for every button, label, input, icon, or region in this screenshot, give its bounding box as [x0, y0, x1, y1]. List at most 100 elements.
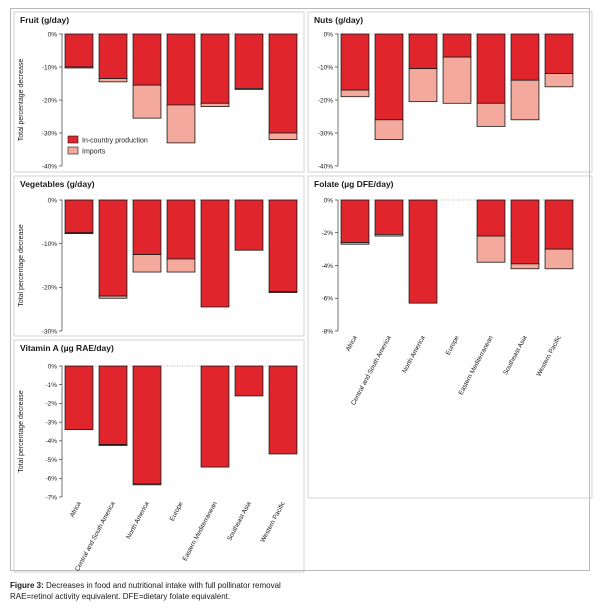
bar-in-country — [408, 199, 438, 304]
y-tick-label: -1% — [45, 382, 57, 389]
x-category-label: North America — [125, 500, 151, 540]
bar-in-country — [340, 33, 370, 91]
y-tick-label: 0% — [48, 363, 58, 370]
x-category-label: Europe — [445, 334, 461, 356]
x-category-label: Eastern Mediterranean — [458, 334, 495, 396]
bar-in-country — [64, 33, 94, 68]
bar-in-country — [340, 199, 370, 243]
y-tick-label: 0% — [324, 197, 334, 204]
bar-imports — [476, 102, 506, 127]
panel-title: Vitamin A (µg RAE/day) — [20, 343, 114, 353]
bar-in-country — [268, 33, 298, 134]
bar-in-country — [544, 199, 574, 250]
y-tick-label: -10% — [318, 64, 333, 71]
bar-imports — [64, 232, 94, 235]
bar-in-country — [98, 199, 128, 297]
bar-imports — [510, 79, 540, 121]
bar-imports — [234, 88, 264, 90]
bar-imports — [64, 66, 94, 69]
panel-border — [13, 339, 305, 573]
figure-caption: Figure 3: Decreases in food and nutritio… — [10, 580, 590, 602]
bar-imports — [340, 242, 370, 245]
bar-in-country — [374, 33, 404, 121]
bar-in-country — [544, 33, 574, 74]
y-tick-label: -30% — [42, 328, 57, 335]
y-tick-label: 0% — [48, 197, 58, 204]
chart-figure: Fruit (g/day) 0% -10% -20% -30% -40% Total per… — [13, 11, 593, 573]
x-category-label: Southeast Asia — [502, 334, 529, 376]
bar-in-country — [200, 199, 230, 308]
bar-imports — [98, 444, 128, 446]
panel-border — [13, 11, 305, 173]
bar-imports — [268, 291, 298, 293]
y-axis-label: Total percentage decrease — [18, 59, 25, 142]
bar-imports — [408, 68, 438, 103]
bar-in-country — [200, 365, 230, 468]
y-tick-label: -20% — [42, 285, 57, 292]
bar-imports — [476, 235, 506, 263]
x-category-label: Western Pacific — [259, 500, 287, 544]
bar-imports — [442, 56, 472, 104]
panel-title: Vegetables (g/day) — [20, 179, 95, 189]
bar-imports — [132, 254, 162, 273]
y-axis-label: Total percentage decrease — [18, 224, 25, 307]
y-tick-label: -5% — [45, 457, 57, 464]
y-tick-label: 0% — [48, 31, 58, 38]
bar-imports — [544, 73, 574, 88]
panel-border — [13, 175, 305, 337]
x-category-label: Africa — [345, 334, 359, 352]
bar-imports — [132, 483, 162, 486]
bar-in-country — [476, 199, 506, 237]
x-category-label: Africa — [69, 500, 83, 518]
legend-swatch-in-country — [67, 135, 79, 144]
y-tick-label: -20% — [318, 97, 333, 104]
x-category-label: North America — [401, 334, 427, 374]
bar-imports — [374, 119, 404, 141]
bar-in-country — [408, 33, 438, 70]
bar-in-country — [374, 199, 404, 235]
legend-label: In-country production — [82, 138, 148, 145]
x-category-label: Eastern Mediterranean — [182, 500, 219, 562]
panel-border — [307, 11, 593, 173]
bar-imports — [268, 132, 298, 140]
legend-label: Imports — [82, 149, 106, 156]
y-tick-label: -7% — [45, 494, 57, 501]
bar-in-country — [268, 199, 298, 293]
legend-swatch-imports — [67, 146, 79, 155]
y-tick-label: 0% — [324, 31, 334, 38]
bar-in-country — [132, 199, 162, 255]
y-tick-label: -30% — [318, 130, 333, 137]
bar-in-country — [132, 33, 162, 86]
bar-in-country — [234, 199, 264, 251]
bar-in-country — [234, 365, 264, 397]
y-tick-label: -2% — [45, 401, 57, 408]
y-tick-label: -4% — [45, 438, 57, 445]
panel-border — [307, 175, 593, 499]
bar-imports — [340, 89, 370, 98]
y-tick-label: -30% — [42, 130, 57, 137]
x-category-label: Central and South America — [74, 500, 117, 572]
y-tick-label: -2% — [321, 230, 333, 237]
bar-imports — [98, 78, 128, 83]
panel-title: Fruit (g/day) — [20, 15, 69, 25]
bar-in-country — [442, 33, 472, 58]
caption-label: Figure 3: — [10, 581, 44, 590]
y-tick-label: -40% — [318, 163, 333, 170]
bar-in-country — [510, 33, 540, 81]
panel-title: Folate (µg DFE/day) — [314, 179, 394, 189]
bar-in-country — [64, 365, 94, 431]
bar-in-country — [166, 199, 196, 260]
y-tick-label: -6% — [321, 296, 333, 303]
bar-in-country — [64, 199, 94, 234]
x-category-label: Southeast Asia — [226, 500, 253, 542]
bar-imports — [166, 104, 196, 144]
y-tick-label: -10% — [42, 241, 57, 248]
bar-in-country — [268, 365, 298, 455]
bar-imports — [132, 84, 162, 119]
bar-in-country — [132, 365, 162, 485]
y-axis-label: Total percentage decrease — [18, 390, 25, 473]
bar-in-country — [510, 199, 540, 265]
y-tick-label: -6% — [45, 476, 57, 483]
caption-title: Decreases in food and nutritional intake… — [46, 581, 281, 590]
bar-in-country — [166, 33, 196, 106]
